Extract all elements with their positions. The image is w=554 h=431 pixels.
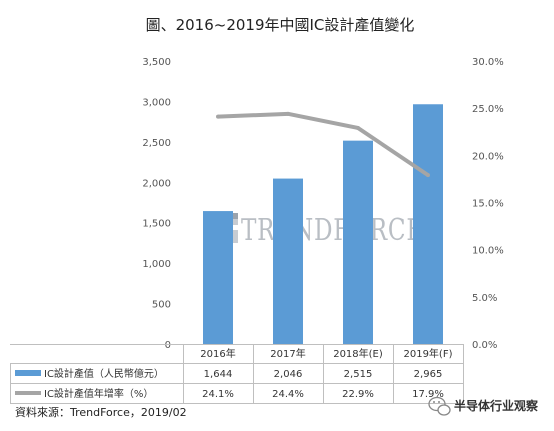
line-legend-label: IC設計產值年增率（%） xyxy=(44,387,153,400)
y-left-tick-label: 3,500 xyxy=(142,57,171,68)
bar xyxy=(413,104,443,344)
source-note: 資料來源：TrendForce，2019/02 xyxy=(15,405,187,419)
line-point xyxy=(286,111,290,116)
y-axis-right: 0.0% 5.0% 10.0% 15.0% 20.0% 25.0% 30.0% xyxy=(472,57,504,351)
chart-title: 圖、2016~2019年中國IC設計產值變化 xyxy=(146,16,415,34)
x-tick-label: 2016年 xyxy=(200,347,235,360)
bar-legend-key xyxy=(15,370,41,376)
bar-legend-label: IC設計產值（人民幣億元） xyxy=(44,367,164,380)
data-table-line-values: 24.1% 24.4% 22.9% 17.9% xyxy=(202,389,444,400)
y-left-tick-label: 500 xyxy=(152,300,171,311)
line-data-label: 22.9% xyxy=(342,389,374,400)
y-left-tick-label: 2,500 xyxy=(142,138,171,149)
line-point xyxy=(216,114,220,119)
bar xyxy=(273,178,303,344)
x-tick-label: 2018年(E) xyxy=(333,347,383,360)
watermark: TRENDFORCE xyxy=(208,213,424,248)
data-table-bar-values: 1,644 2,046 2,515 2,965 xyxy=(204,369,443,380)
bar xyxy=(343,140,373,344)
wechat-logo-icon xyxy=(428,396,451,416)
data-table-categories: 2016年 2017年 2018年(E) 2019年(F) xyxy=(200,347,452,360)
line-point xyxy=(356,125,360,130)
bar-data-label: 2,046 xyxy=(274,369,303,380)
y-right-tick-label: 0.0% xyxy=(472,340,497,351)
bar-data-label: 1,644 xyxy=(204,369,233,380)
bar-data-label: 2,515 xyxy=(344,369,373,380)
bar-data-label: 2,965 xyxy=(414,369,443,380)
y-right-tick-label: 20.0% xyxy=(472,151,504,162)
x-tick-label: 2019年(F) xyxy=(403,347,452,360)
growth-rate-line xyxy=(217,111,430,177)
y-right-tick-label: 5.0% xyxy=(472,293,497,304)
line-series xyxy=(216,111,430,178)
footer-brand: 半导体行业观察 xyxy=(454,398,539,413)
y-right-tick-label: 30.0% xyxy=(472,57,504,68)
y-left-tick-label: 3,000 xyxy=(142,97,171,108)
y-left-tick-label: 1,500 xyxy=(142,219,171,230)
watermark-text: TRENDFORCE xyxy=(241,213,424,248)
y-right-tick-label: 10.0% xyxy=(472,246,504,257)
bar xyxy=(203,211,233,344)
y-axis-left: 0 500 1,000 1,500 2,000 2,500 3,000 3,500 xyxy=(142,57,171,351)
data-table-grid xyxy=(10,344,464,404)
x-tick-label: 2017年 xyxy=(270,347,305,360)
y-right-tick-label: 25.0% xyxy=(472,104,504,115)
line-data-label: 17.9% xyxy=(412,389,444,400)
line-data-label: 24.4% xyxy=(272,389,304,400)
y-left-tick-label: 1,000 xyxy=(142,259,171,270)
y-left-tick-label: 0 xyxy=(165,340,171,351)
line-data-label: 24.1% xyxy=(202,389,234,400)
bar-series xyxy=(203,104,443,344)
line-point xyxy=(426,173,430,178)
y-left-tick-label: 2,000 xyxy=(142,178,171,189)
y-right-tick-label: 15.0% xyxy=(472,199,504,210)
